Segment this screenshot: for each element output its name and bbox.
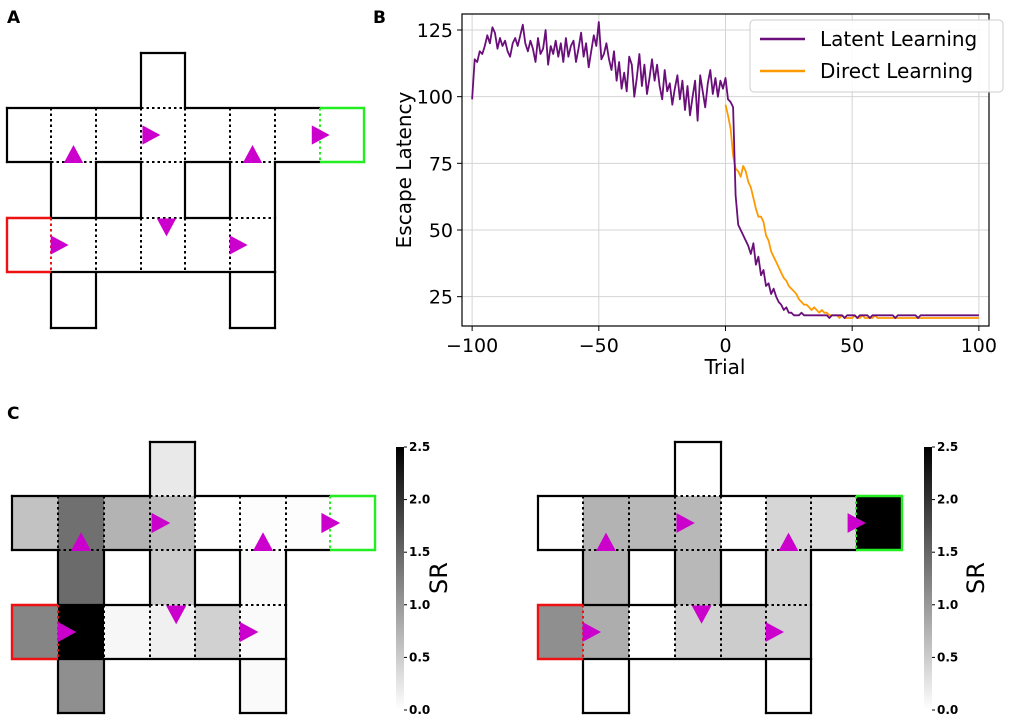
- heat-cell-r4c5: [766, 659, 811, 713]
- colorbar-tick-label: 1.5: [937, 545, 958, 559]
- heat-cell-r1c2: [104, 496, 150, 550]
- heat-cell-r1c4: [195, 496, 240, 550]
- colorbar-label-right: SR: [962, 562, 990, 594]
- y-tick-label: 25: [429, 287, 453, 309]
- series-line-latent: [471, 21, 979, 319]
- agent-arrow-right-icon: [765, 622, 784, 642]
- start-box: [536, 603, 583, 661]
- agent-arrow-up-icon: [252, 532, 274, 552]
- agent-arrow-right-icon: [229, 235, 248, 255]
- colorbar-tick-label: 2.5: [937, 440, 958, 454]
- colorbar-tick-label: 0.0: [937, 703, 958, 717]
- x-tick-label: 0: [719, 335, 731, 357]
- agent-arrow-down-icon: [691, 605, 712, 624]
- series-line-direct: [724, 104, 979, 319]
- heat-cell-r4c1: [58, 659, 104, 713]
- heat-cell-r1c0: [12, 496, 58, 550]
- start-box: [5, 216, 51, 274]
- start-box: [10, 603, 58, 661]
- heat-cell-r3c0: [538, 605, 583, 659]
- heat-cell-r4c5: [240, 659, 286, 713]
- panel-label-a: A: [7, 8, 21, 28]
- chart-series-lines: [471, 21, 979, 319]
- colorbar-tick-label: 2.5: [409, 440, 430, 454]
- agent-arrow-right-icon: [311, 125, 330, 145]
- colorbar-gradient: [396, 447, 404, 710]
- heat-cell-r2c1: [58, 550, 104, 605]
- colorbar-tick-label: 0.5: [937, 650, 958, 664]
- colorbar-tick-label: 1.5: [409, 545, 430, 559]
- y-tick-label: 125: [417, 20, 453, 42]
- heat-cell-r2c1: [583, 550, 629, 605]
- heat-cell-r1c4: [721, 496, 766, 550]
- y-tick-label: 75: [429, 153, 453, 175]
- heat-cell-r4c1: [583, 659, 629, 713]
- agent-arrow-up-icon: [596, 532, 616, 551]
- heat-cell-r3c0: [12, 605, 58, 659]
- heat-cell-r1c2: [629, 496, 675, 550]
- goal-box: [320, 106, 366, 164]
- agent-arrow-up-icon: [242, 145, 263, 163]
- agent-arrow-right-icon: [50, 235, 69, 255]
- y-axis-label: Escape Latency: [392, 91, 416, 248]
- panel-label-b: B: [373, 8, 386, 28]
- agent-arrow-down-icon: [166, 605, 187, 625]
- heat-cell-r3c2: [104, 605, 150, 659]
- sr-heatmap-right: [536, 440, 904, 715]
- x-tick-label: 50: [840, 335, 864, 357]
- agent-arrow-right-icon: [321, 512, 341, 534]
- heat-cell-r3c4: [721, 605, 766, 659]
- plot-frame: [461, 13, 990, 327]
- colorbar-gradient: [924, 447, 932, 710]
- legend-label-latent: Latent Learning: [820, 27, 977, 51]
- agent-arrow-right-icon: [142, 125, 161, 145]
- agent-arrow-right-icon: [582, 622, 601, 642]
- agent-arrow-up-icon: [778, 532, 799, 551]
- x-tick-label: −100: [446, 335, 498, 357]
- colorbar-tick-label: 1.0: [409, 598, 430, 612]
- chart-ticks: −100 −50 0 50 100 25 50 75 100 125: [417, 20, 997, 357]
- agent-arrow-up-icon: [63, 145, 84, 163]
- heat-cell-r2c5: [240, 550, 286, 605]
- goal-box: [330, 494, 377, 552]
- maze-layer: [5, 51, 366, 330]
- agent-arrow-right-icon: [151, 512, 171, 534]
- legend-box: [749, 19, 1004, 93]
- colorbar-tick-label: 0.0: [409, 703, 430, 717]
- colorbar-left: 0.0 0.5 1.0 1.5 2.0 2.5 SR: [396, 440, 453, 717]
- colorbar-tick-label: 0.5: [409, 650, 430, 664]
- heat-cell-top-col: [675, 442, 721, 496]
- heat-cell-r2c5: [766, 550, 811, 605]
- agent-arrow-right-icon: [847, 513, 866, 533]
- agent-arrow-right-icon: [239, 621, 259, 643]
- heat-cell-r3c2: [629, 605, 675, 659]
- colorbar-label-left: SR: [425, 562, 453, 594]
- x-tick-label: −50: [579, 335, 619, 357]
- colorbar-tick-label: 2.0: [937, 493, 958, 507]
- goal-box: [856, 494, 904, 552]
- agent-arrow-right-icon: [676, 513, 695, 533]
- legend-label-direct: Direct Learning: [820, 59, 973, 83]
- x-tick-label: 100: [961, 335, 997, 357]
- heat-cell-r3c4: [195, 605, 240, 659]
- y-tick-label: 100: [417, 87, 453, 109]
- heat-cell-r1c0: [538, 496, 583, 550]
- panel-label-c: C: [7, 404, 20, 424]
- y-tick-label: 50: [429, 220, 453, 242]
- chart-legend: Latent Learning Direct Learning: [749, 19, 1004, 93]
- agent-arrow-up-icon: [70, 532, 92, 552]
- agent-arrow-down-icon: [156, 218, 177, 237]
- sr-heatmap-left: [10, 440, 377, 715]
- heat-cell-r2c3: [150, 550, 195, 605]
- colorbar-tick-label: 2.0: [409, 493, 430, 507]
- colorbar-right: 0.0 0.5 1.0 1.5 2.0 2.5 SR: [924, 440, 990, 717]
- heat-cell-top-col: [150, 442, 195, 496]
- agent-arrow-right-icon: [57, 621, 77, 643]
- x-axis-label: Trial: [704, 355, 746, 379]
- heat-cell-r2c3: [675, 550, 721, 605]
- colorbar-tick-label: 1.0: [937, 598, 958, 612]
